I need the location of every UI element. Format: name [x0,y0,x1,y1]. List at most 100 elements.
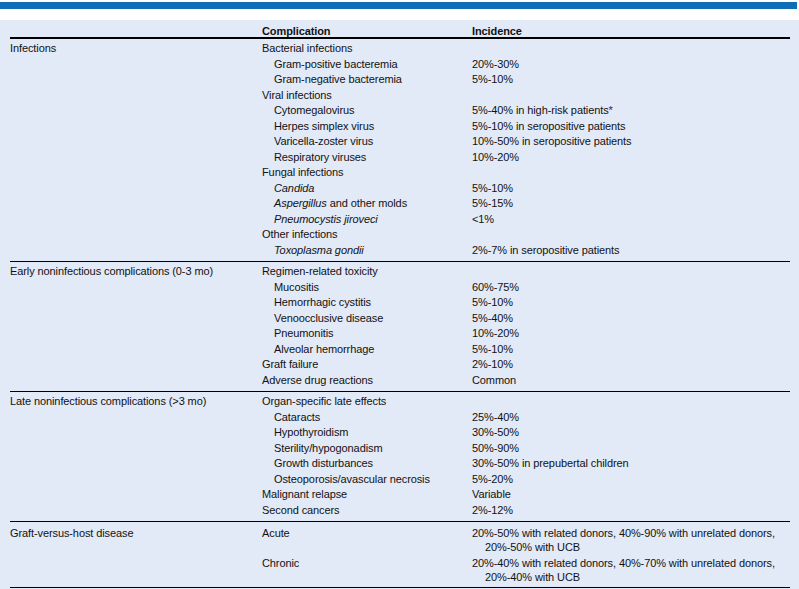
complication-text: Malignant relapse [262,488,347,500]
incidence-cell: 10%-50% in seropositive patients [472,134,790,150]
complication-text: Viral infections [262,89,332,101]
incidence-text: 5%-10% [472,73,513,85]
incidence-text: <1% [472,213,494,225]
incidence-text: 2%-12% [472,504,513,516]
incidence-text: 5%-15% [472,197,513,209]
complication-cell: Hypothyroidism [262,425,472,441]
category-cell [10,57,262,73]
complication-cell: Fungal infections [262,165,472,181]
table-row: Cytomegalovirus 5%-40% in high-risk patie… [10,103,790,119]
incidence-cell [472,227,790,243]
incidence-text: 10%-50% in seropositive patients [472,135,631,147]
complication-cell: Adverse drug reactions [262,373,472,389]
table-row: Chronic 20%-40% with related donors, 40%-… [10,554,790,584]
table-row: Pneumonitis10%-20% [10,326,790,342]
complication-cell: Hemorrhagic cystitis [262,295,472,311]
incidence-cell: 30%-50% [472,425,790,441]
category-cell: Early noninfectious complications (0-3 m… [10,264,262,280]
category-cell [10,243,262,259]
complication-italic-text: Aspergillus [274,197,327,209]
incidence-cell: 5%-10% [472,342,790,358]
category-cell [10,181,262,197]
incidence-text: Variable [472,488,511,500]
complication-cell: Gram-negative bacteremia [262,72,472,88]
table-section: InfectionsBacterial infectionsGram-posit… [10,39,790,262]
table-section: Early noninfectious complications (0-3 m… [10,262,790,392]
table-row: Hemorrhagic cystitis5%-10% [10,295,790,311]
table-section: Late noninfectious complications (>3 mo)… [10,392,790,522]
complication-italic-text: Candida [274,182,314,194]
complication-text: Second cancers [262,504,339,516]
document-page: Complication Incidence InfectionsBacteri… [0,0,799,589]
incidence-text: 2%-10% [472,358,513,370]
complication-text: Other infections [262,228,337,240]
incidence-text: 5%-40% in high-risk patients [472,104,609,116]
category-cell [10,103,262,119]
incidence-text: 20%-30% [472,58,519,70]
complication-text: Osteoporosis/avascular necrosis [274,473,430,485]
table-row: Sterility/hypogonadism50%-90% [10,441,790,457]
table-row: Early noninfectious complications (0-3 m… [10,264,790,280]
table-body: InfectionsBacterial infectionsGram-posit… [10,39,790,588]
table-row: Venoocclusive disease5%-40% [10,311,790,327]
complication-cell: Graft failure [262,357,472,373]
incidence-cell: 20%-50% with related donors, 40%-90% wit… [472,526,790,554]
incidence-text: 2%-7% in seropositive patients [472,244,619,256]
complication-cell: Cataracts [262,410,472,426]
complication-italic-text: Toxoplasma gondii [274,244,364,256]
table-row: Graft-versus-host diseaseAcute20%-50% wi… [10,524,790,554]
complication-text: Gram-negative bacteremia [274,73,402,85]
incidence-text: 60%-75% [472,281,519,293]
incidence-cell: 5%-10% [472,72,790,88]
incidence-text: 10%-20% [472,327,519,339]
table-row: Pneumocystis jiroveci <1% [10,212,790,228]
complication-cell: Gram-positive bacteremia [262,57,472,73]
table-row: Graft failure2%-10% [10,357,790,373]
category-cell [10,165,262,181]
complication-cell: Venoocclusive disease [262,311,472,327]
complication-cell: Osteoporosis/avascular necrosis [262,472,472,488]
complication-text: Chronic [262,557,299,569]
table-row: Adverse drug reactionsCommon [10,373,790,389]
incidence-cell [472,88,790,104]
complication-cell: Toxoplasma gondii [262,243,472,259]
incidence-text: Common [472,374,516,386]
table-row: Gram-positive bacteremia20%-30% [10,57,790,73]
column-header-incidence: Incidence [472,25,790,37]
table-row: Toxoplasma gondii 2%-7% in seropositive p… [10,243,790,259]
complication-cell: Other infections [262,227,472,243]
incidence-cell: 60%-75% [472,280,790,296]
category-cell [10,72,262,88]
table-row: Aspergillus and other molds5%-15% [10,196,790,212]
table-row: Malignant relapse Variable [10,487,790,503]
incidence-cell: 20%-40% with related donors, 40%-70% wit… [472,556,790,584]
complication-cell: Mucositis [262,280,472,296]
complication-cell: Pneumocystis jiroveci [262,212,472,228]
incidence-cell: 2%-7% in seropositive patients [472,243,790,259]
column-header-complication: Complication [262,25,472,37]
table-row: Hypothyroidism30%-50% [10,425,790,441]
table-row: Late noninfectious complications (>3 mo)… [10,394,790,410]
category-cell: Late noninfectious complications (>3 mo) [10,394,262,410]
category-cell [10,119,262,135]
incidence-text: 10%-20% [472,151,519,163]
category-cell [10,487,262,503]
incidence-text: 5%-10% [472,182,513,194]
complication-cell: Second cancers [262,503,472,519]
footnote-asterisk: * [609,104,613,116]
incidence-text-line2: 20%-40% with UCB [472,570,790,584]
complication-cell: Viral infections [262,88,472,104]
complication-text: Cataracts [274,411,320,423]
table-row: Herpes simplex virus5%-10% in seropositi… [10,119,790,135]
complication-text: Bacterial infections [262,42,352,54]
complication-text: Cytomegalovirus [274,104,354,116]
incidence-cell: 5%-15% [472,196,790,212]
category-column-header [10,25,262,37]
table-header-row: Complication Incidence [10,20,790,39]
incidence-text: 20%-50% with related donors, 40%-90% wit… [472,527,775,539]
complication-italic-text: Pneumocystis jiroveci [274,213,378,225]
category-cell [10,134,262,150]
category-cell [10,326,262,342]
complication-cell: Pneumonitis [262,326,472,342]
incidence-cell: 5%-20% [472,472,790,488]
